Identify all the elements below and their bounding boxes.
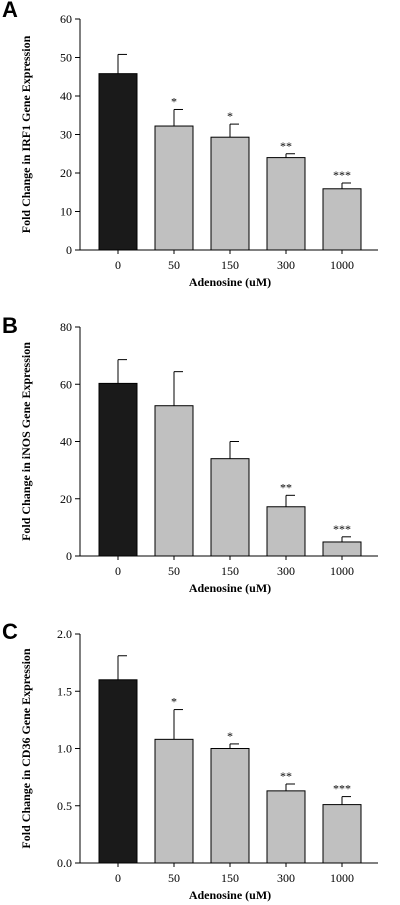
significance-marker: ***	[333, 168, 351, 182]
x-tick-label: 300	[277, 564, 295, 578]
bar	[322, 804, 362, 864]
bar	[98, 73, 138, 251]
bar	[266, 506, 306, 557]
x-tick-label: 300	[277, 871, 295, 885]
y-tick-label: 40	[60, 89, 72, 103]
x-tick-label: 50	[168, 258, 180, 272]
bar	[98, 679, 138, 864]
bar	[210, 748, 250, 864]
y-tick-label: 40	[60, 435, 72, 449]
significance-marker: **	[280, 769, 292, 783]
bar	[154, 405, 194, 557]
y-tick-label: 0	[66, 243, 72, 257]
panel-letter: C	[2, 619, 18, 644]
bar	[154, 125, 194, 251]
y-tick-label: 50	[60, 51, 72, 65]
x-tick-label: 150	[221, 871, 239, 885]
x-tick-label: 1000	[330, 871, 354, 885]
y-axis-title: Fold Change in CD36 Gene Expression	[19, 648, 33, 848]
x-tick-label: 50	[168, 871, 180, 885]
panel-letter: B	[2, 313, 18, 338]
bar	[322, 541, 362, 557]
y-axis-title: Fold Change in IRF1 Gene Expression	[19, 35, 33, 233]
bar	[322, 188, 362, 251]
x-tick-label: 0	[115, 871, 121, 885]
y-tick-label: 0.5	[57, 799, 72, 813]
bar	[210, 136, 250, 251]
y-tick-label: 1.0	[57, 742, 72, 756]
significance-marker: *	[171, 695, 177, 709]
significance-marker: ***	[333, 522, 351, 536]
x-tick-label: 150	[221, 564, 239, 578]
significance-marker: ***	[333, 782, 351, 796]
y-tick-label: 30	[60, 128, 72, 142]
x-tick-label: 300	[277, 258, 295, 272]
y-tick-label: 80	[60, 320, 72, 334]
y-tick-label: 10	[60, 205, 72, 219]
significance-marker: *	[171, 94, 177, 108]
bar	[266, 790, 306, 864]
y-tick-label: 0.0	[57, 856, 72, 870]
bar	[210, 458, 250, 557]
y-tick-label: 20	[60, 166, 72, 180]
y-tick-label: 60	[60, 377, 72, 391]
y-tick-label: 60	[60, 12, 72, 26]
significance-marker: **	[280, 480, 292, 494]
x-tick-label: 50	[168, 564, 180, 578]
panel-letter: A	[2, 0, 18, 22]
x-tick-label: 150	[221, 258, 239, 272]
x-tick-label: 1000	[330, 258, 354, 272]
y-tick-label: 2.0	[57, 627, 72, 641]
bar	[154, 738, 194, 864]
y-tick-label: 0	[66, 549, 72, 563]
bar	[98, 382, 138, 557]
x-axis-title: Adenosine (uM)	[189, 888, 271, 902]
x-axis-title: Adenosine (uM)	[189, 581, 271, 595]
y-tick-label: 20	[60, 492, 72, 506]
y-axis-title: Fold Change in iNOS Gene Expression	[19, 342, 33, 541]
y-tick-label: 1.5	[57, 684, 72, 698]
chart-panel-c: C*******0.00.51.01.52.00 50 150 300 1000Aden…	[2, 619, 378, 902]
x-axis-title: Adenosine (uM)	[189, 275, 271, 289]
x-tick-label: 0	[115, 564, 121, 578]
significance-marker: *	[227, 729, 233, 743]
significance-marker: *	[227, 109, 233, 123]
significance-marker: **	[280, 139, 292, 153]
bar	[266, 157, 306, 251]
x-tick-label: 0	[115, 258, 121, 272]
x-tick-label: 1000	[330, 564, 354, 578]
